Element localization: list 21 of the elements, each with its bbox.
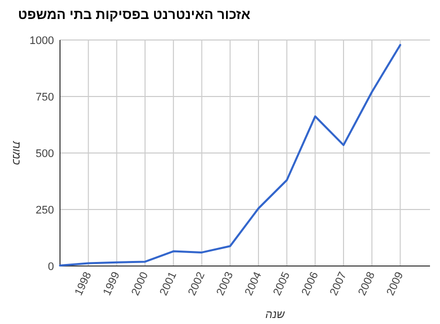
x-tick-label: 2008 <box>356 270 378 298</box>
x-tick-label: 2001 <box>158 270 180 298</box>
x-tick-label: 2002 <box>186 270 208 298</box>
x-tick-label: 2003 <box>214 270 236 298</box>
x-tick-label: 2006 <box>300 270 321 298</box>
x-axis-title: שנה <box>265 309 286 321</box>
y-axis-title: כמות <box>10 140 22 166</box>
y-tick-label: 500 <box>36 148 54 160</box>
x-tick-label: 2007 <box>328 270 350 298</box>
y-tick-label: 750 <box>36 92 54 104</box>
x-tick-label: 1999 <box>101 270 122 298</box>
y-tick-label: 1000 <box>30 35 54 47</box>
x-tick-label: 2004 <box>242 270 264 298</box>
x-tick-label: 2000 <box>130 270 151 298</box>
chart-title: אזכור האינטרנט בפסיקות בתי המשפט <box>18 7 250 22</box>
y-tick-label: 0 <box>48 261 54 273</box>
y-tick-label: 250 <box>36 204 54 216</box>
x-tick-label: 2005 <box>271 270 293 298</box>
x-tick-label: 2009 <box>384 270 406 298</box>
x-tick-label: 1998 <box>72 270 94 298</box>
line-series <box>59 44 402 267</box>
